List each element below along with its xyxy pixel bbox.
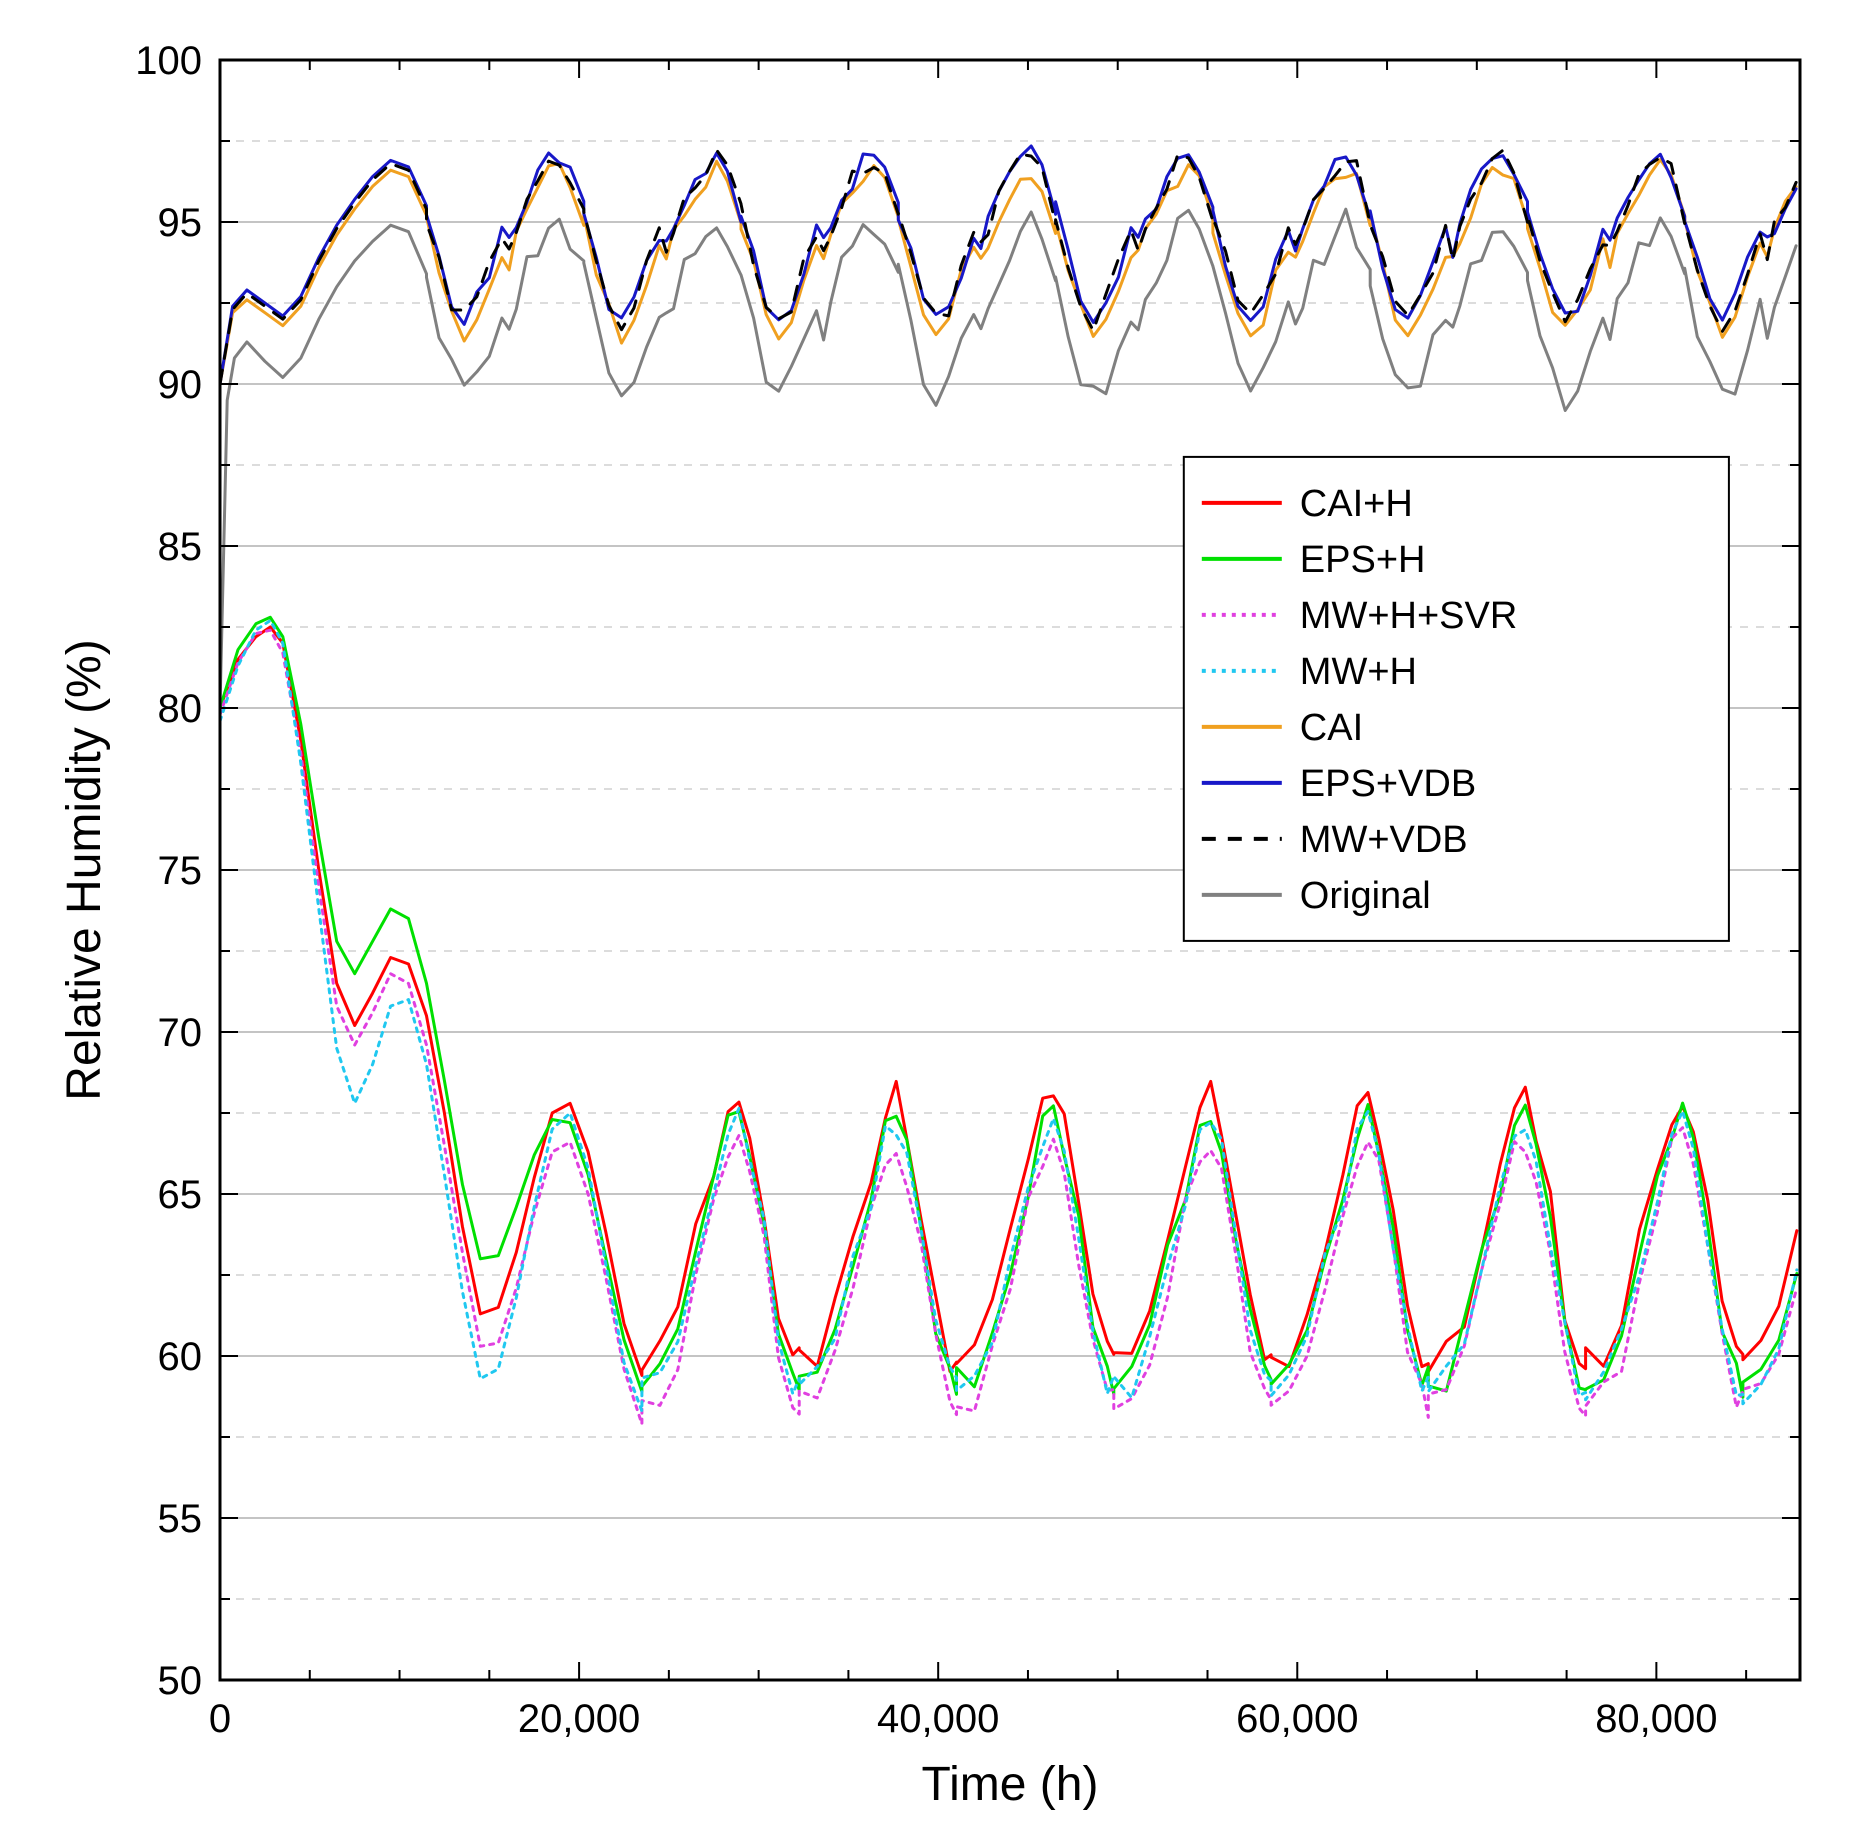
y-tick-label: 95 — [158, 201, 203, 245]
y-tick-label: 70 — [158, 1011, 203, 1055]
x-tick-label: 80,000 — [1595, 1697, 1717, 1741]
y-tick-label: 100 — [135, 39, 202, 83]
y-tick-label: 65 — [158, 1173, 203, 1217]
x-axis-label: Time (h) — [922, 1758, 1099, 1811]
legend-label: MW+H — [1300, 651, 1417, 693]
legend-label: MW+H+SVR — [1300, 595, 1517, 637]
y-tick-label: 90 — [158, 363, 203, 407]
y-axis-label: Relative Humidity (%) — [58, 639, 111, 1100]
y-tick-label: 60 — [158, 1335, 203, 1379]
x-tick-label: 60,000 — [1236, 1697, 1358, 1741]
x-tick-label: 0 — [209, 1697, 231, 1741]
legend-label: Original — [1300, 875, 1431, 917]
y-tick-label: 75 — [158, 849, 203, 893]
x-tick-label: 40,000 — [877, 1697, 999, 1741]
legend-label: CAI+H — [1300, 483, 1413, 525]
y-tick-label: 50 — [158, 1659, 203, 1703]
legend-label: MW+VDB — [1300, 819, 1468, 861]
y-tick-label: 85 — [158, 525, 203, 569]
y-tick-label: 55 — [158, 1497, 203, 1541]
legend-label: EPS+VDB — [1300, 763, 1476, 805]
chart-svg: 0 20,000 40,000 60,000 80,000 Time (h) 50 55 60 6… — [0, 0, 1875, 1844]
y-tick-label: 80 — [158, 687, 203, 731]
legend-label: CAI — [1300, 707, 1363, 749]
humidity-chart: 0 20,000 40,000 60,000 80,000 Time (h) 50 55 60 6… — [0, 0, 1875, 1844]
legend-box — [1184, 457, 1729, 941]
legend-label: EPS+H — [1300, 539, 1426, 581]
x-tick-label: 20,000 — [518, 1697, 640, 1741]
